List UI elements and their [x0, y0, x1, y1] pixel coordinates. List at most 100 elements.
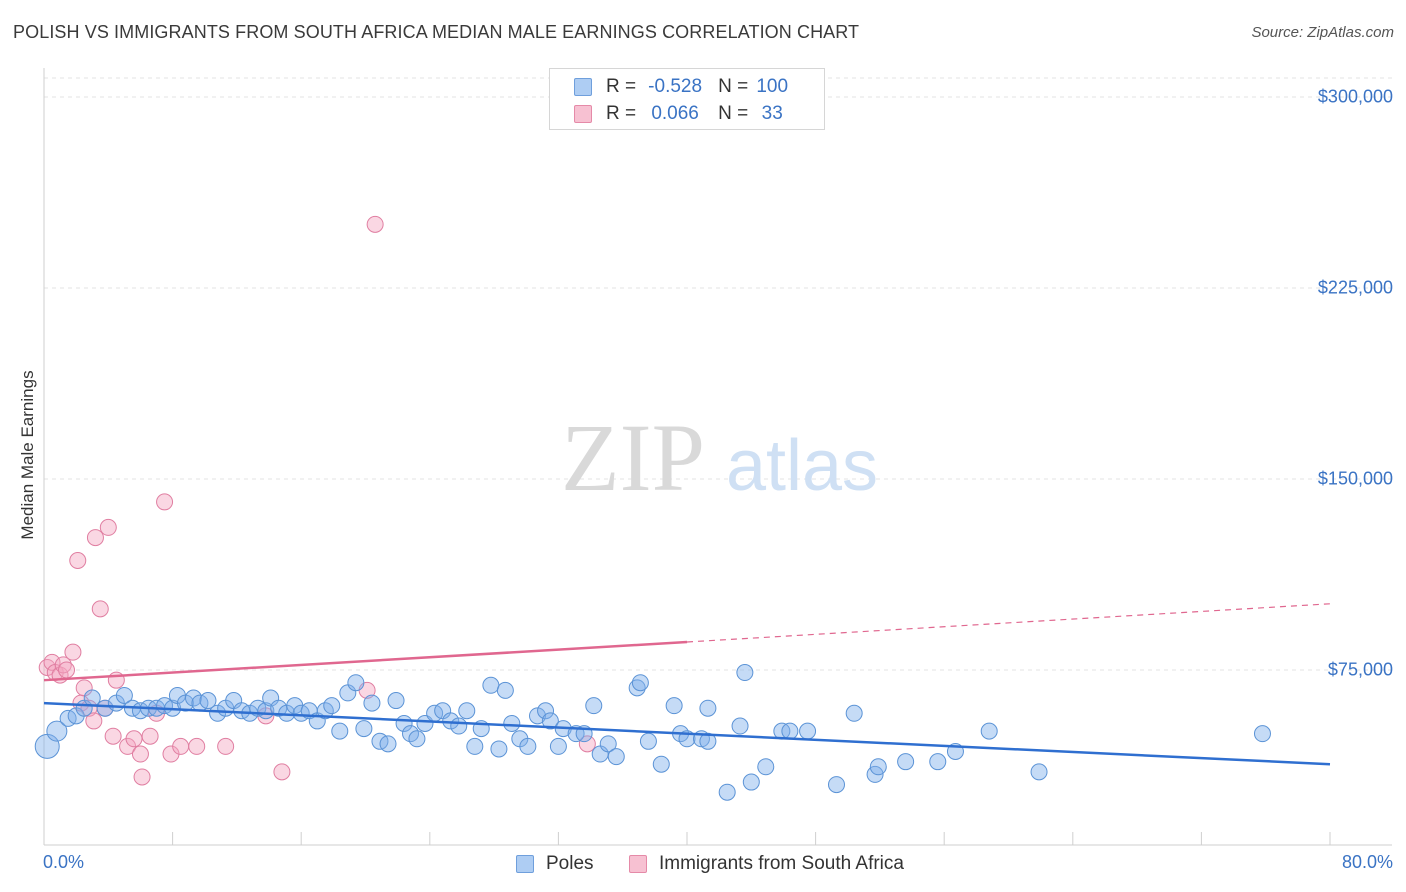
bottom-legend-immigrants: Immigrants from South Africa: [629, 852, 904, 876]
poles-point: [496, 681, 514, 699]
poles-point: [869, 758, 887, 776]
y-tick-300000: $300,000: [1317, 86, 1393, 107]
poles-point: [799, 722, 817, 740]
poles-point: [466, 737, 484, 755]
poles-point: [541, 712, 559, 730]
y-tick-150000: $150,000: [1317, 468, 1393, 489]
immigrants-point: [188, 737, 206, 755]
poles-point: [1253, 725, 1271, 743]
immigrants-point: [273, 763, 291, 781]
immigrants-point: [104, 727, 122, 745]
legend-swatch-immigrants: [574, 105, 592, 123]
immigrants-point: [54, 656, 72, 674]
poles-point: [652, 755, 670, 773]
source-credit: Source: ZipAtlas.com: [1251, 24, 1394, 41]
poles-point: [176, 694, 194, 712]
watermark-zip: ZIP: [561, 404, 705, 511]
poles-point: [1030, 763, 1048, 781]
poles-point: [585, 697, 603, 715]
immigrants-point: [64, 643, 82, 661]
series-immigrants-points: [38, 215, 596, 786]
poles-point: [331, 722, 349, 740]
legend-swatch-poles: [574, 78, 592, 96]
immigrants-point: [156, 493, 174, 511]
immigrants-point: [131, 745, 149, 763]
immigrants-trend-line-extrapolated: [686, 603, 1331, 643]
immigrants-point: [43, 653, 61, 671]
legend-n-label: N =: [718, 103, 749, 124]
legend-row-poles: R = -0.528 N = 100: [574, 76, 796, 98]
poles-point: [845, 704, 863, 722]
bottom-legend-swatch-poles: [516, 855, 534, 873]
bottom-legend-label-poles: Poles: [546, 853, 594, 874]
y-axis-label: Median Male Earnings: [18, 370, 37, 540]
poles-point: [639, 732, 657, 750]
poles-point: [458, 702, 476, 720]
poles-point: [980, 722, 998, 740]
immigrants-point: [69, 551, 87, 569]
poles-point: [379, 735, 397, 753]
immigrants-point: [133, 768, 151, 786]
poles-point: [450, 717, 468, 735]
poles-point: [699, 732, 717, 750]
immigrants-point: [91, 600, 109, 618]
immigrants-point: [578, 735, 596, 753]
axes: [43, 68, 1392, 846]
poles-point: [631, 674, 649, 692]
poles-point: [718, 783, 736, 801]
poles-point: [827, 776, 845, 794]
poles-point: [363, 694, 381, 712]
poles-point: [929, 753, 947, 771]
poles-point: [490, 740, 508, 758]
immigrants-point: [366, 215, 384, 233]
y-tick-225000: $225,000: [1317, 277, 1393, 298]
poles-point: [607, 748, 625, 766]
y-tick-75000: $75,000: [1327, 659, 1393, 680]
legend-n-label: N =: [718, 76, 749, 97]
poles-point: [537, 702, 555, 720]
poles-point: [46, 720, 68, 742]
gridlines: [44, 77, 1392, 671]
immigrants-point: [58, 661, 76, 679]
immigrants-point: [217, 737, 235, 755]
chart-title: POLISH VS IMMIGRANTS FROM SOUTH AFRICA M…: [13, 22, 860, 42]
poles-point: [628, 679, 646, 697]
immigrants-point: [99, 518, 117, 536]
poles-point: [96, 699, 114, 717]
poles-point: [529, 707, 547, 725]
poles-point: [83, 689, 101, 707]
immigrants-point: [172, 737, 190, 755]
immigrants-point: [85, 712, 103, 730]
poles-point: [355, 720, 373, 738]
poles-point: [699, 699, 717, 717]
poles-point: [519, 737, 537, 755]
bottom-legend-label-immigrants: Immigrants from South Africa: [659, 853, 904, 874]
poles-point: [897, 753, 915, 771]
poles-point: [549, 737, 567, 755]
poles-point: [347, 674, 365, 692]
poles-point: [323, 697, 341, 715]
poles-point: [199, 692, 217, 710]
immigrants-trend-line: [43, 640, 688, 682]
poles-point: [209, 704, 227, 722]
poles-point: [742, 773, 760, 791]
series-poles-points: [34, 664, 1271, 801]
poles-point: [599, 735, 617, 753]
legend-r-label: R =: [606, 103, 637, 124]
watermark: ZIP atlas: [561, 404, 878, 511]
legend-r-value: 0.066: [651, 103, 699, 124]
immigrants-point: [141, 727, 159, 745]
poles-point: [408, 730, 426, 748]
poles-point: [731, 717, 749, 735]
bottom-legend-poles: Poles: [516, 852, 594, 876]
legend-n-value: 100: [756, 76, 789, 97]
poles-point: [665, 697, 683, 715]
poles-point: [503, 714, 521, 732]
poles-point: [757, 758, 775, 776]
legend-row-immigrants: R = 0.066 N = 33: [574, 103, 796, 125]
legend-r-label: R =: [606, 76, 637, 97]
poles-point: [115, 686, 133, 704]
immigrants-point: [125, 730, 143, 748]
poles-point: [387, 692, 405, 710]
